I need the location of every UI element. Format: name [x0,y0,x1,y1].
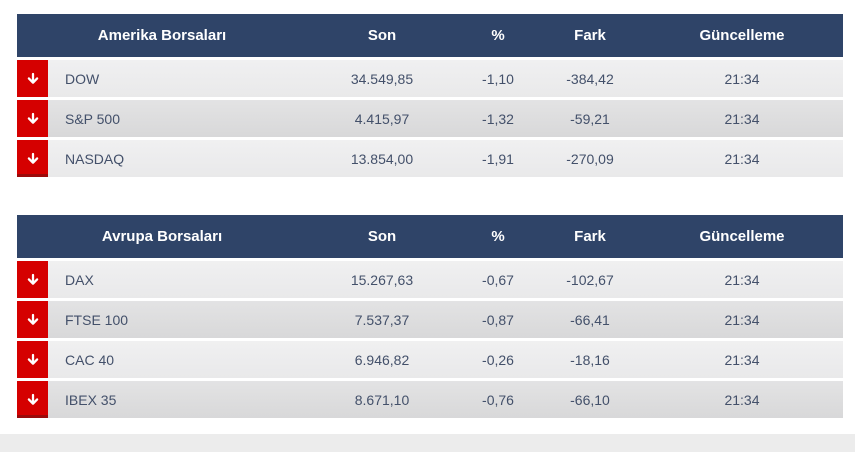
update-time: 21:34 [724,70,760,87]
column-header-son: Son [367,27,397,44]
table-row[interactable]: FTSE 100 7.537,37 -0,87 -66,41 21:34 [17,301,843,338]
table-row[interactable]: S&P 500 4.415,97 -1,32 -59,21 21:34 [17,100,843,137]
change-amount: -102,67 [566,271,614,288]
direction-cell [17,381,48,418]
last-price: 34.549,85 [350,70,414,87]
direction-cell [17,261,48,298]
percent-change: -0,26 [482,351,514,368]
last-price: 7.537,37 [354,311,410,328]
market-table: Avrupa Borsaları Son % Fark Güncelleme D… [17,215,843,418]
instrument-name: S&P 500 [65,110,121,127]
last-price: 4.415,97 [354,110,410,127]
direction-cell [17,301,48,338]
table-header-row: Amerika Borsaları Son % Fark Güncelleme [17,14,843,57]
column-header-fark: Fark [574,228,606,245]
down-arrow-icon [27,273,38,285]
update-time: 21:34 [724,150,760,167]
down-arrow-icon [27,313,38,325]
table-title: Amerika Borsaları [97,27,227,44]
percent-change: -1,10 [482,70,514,87]
column-header-son: Son [367,228,397,245]
column-header-guncelleme: Güncelleme [699,228,785,245]
instrument-name: FTSE 100 [65,311,129,328]
footer-band [0,434,855,452]
table-row[interactable]: DOW 34.549,85 -1,10 -384,42 21:34 [17,60,843,97]
column-header-guncelleme: Güncelleme [699,27,785,44]
down-arrow-icon [27,393,38,405]
change-amount: -270,09 [566,150,614,167]
percent-change: -1,32 [482,110,514,127]
change-amount: -18,16 [570,351,610,368]
change-amount: -66,41 [570,311,610,328]
direction-cell [17,100,48,137]
direction-cell [17,341,48,378]
percent-change: -0,67 [482,271,514,288]
percent-change: -0,76 [482,391,514,408]
direction-cell [17,140,48,177]
update-time: 21:34 [724,311,760,328]
update-time: 21:34 [724,351,760,368]
direction-cell [17,60,48,97]
percent-change: -0,87 [482,311,514,328]
change-amount: -66,10 [570,391,610,408]
instrument-name: DAX [65,271,94,288]
last-price: 8.671,10 [354,391,410,408]
column-header-percent: % [491,27,505,44]
update-time: 21:34 [724,271,760,288]
instrument-name: NASDAQ [65,150,125,167]
update-time: 21:34 [724,110,760,127]
table-header-row: Avrupa Borsaları Son % Fark Güncelleme [17,215,843,258]
market-tables: Amerika Borsaları Son % Fark Güncelleme … [0,14,855,418]
down-arrow-icon [27,112,38,124]
down-arrow-icon [27,152,38,164]
down-arrow-icon [27,72,38,84]
down-arrow-icon [27,353,38,365]
table-title: Avrupa Borsaları [101,228,223,245]
update-time: 21:34 [724,391,760,408]
column-header-percent: % [491,228,505,245]
instrument-name: IBEX 35 [65,391,117,408]
market-table: Amerika Borsaları Son % Fark Güncelleme … [17,14,843,177]
last-price: 13.854,00 [350,150,414,167]
table-row[interactable]: IBEX 35 8.671,10 -0,76 -66,10 21:34 [17,381,843,418]
change-amount: -59,21 [570,110,610,127]
last-price: 15.267,63 [350,271,414,288]
table-row[interactable]: DAX 15.267,63 -0,67 -102,67 21:34 [17,261,843,298]
last-price: 6.946,82 [354,351,410,368]
instrument-name: CAC 40 [65,351,115,368]
instrument-name: DOW [65,70,100,87]
change-amount: -384,42 [566,70,614,87]
table-row[interactable]: NASDAQ 13.854,00 -1,91 -270,09 21:34 [17,140,843,177]
percent-change: -1,91 [482,150,514,167]
table-body: DAX 15.267,63 -0,67 -102,67 21:34 FTSE 1… [17,261,843,418]
column-header-fark: Fark [574,27,606,44]
table-body: DOW 34.549,85 -1,10 -384,42 21:34 S&P 50… [17,60,843,177]
table-row[interactable]: CAC 40 6.946,82 -0,26 -18,16 21:34 [17,341,843,378]
